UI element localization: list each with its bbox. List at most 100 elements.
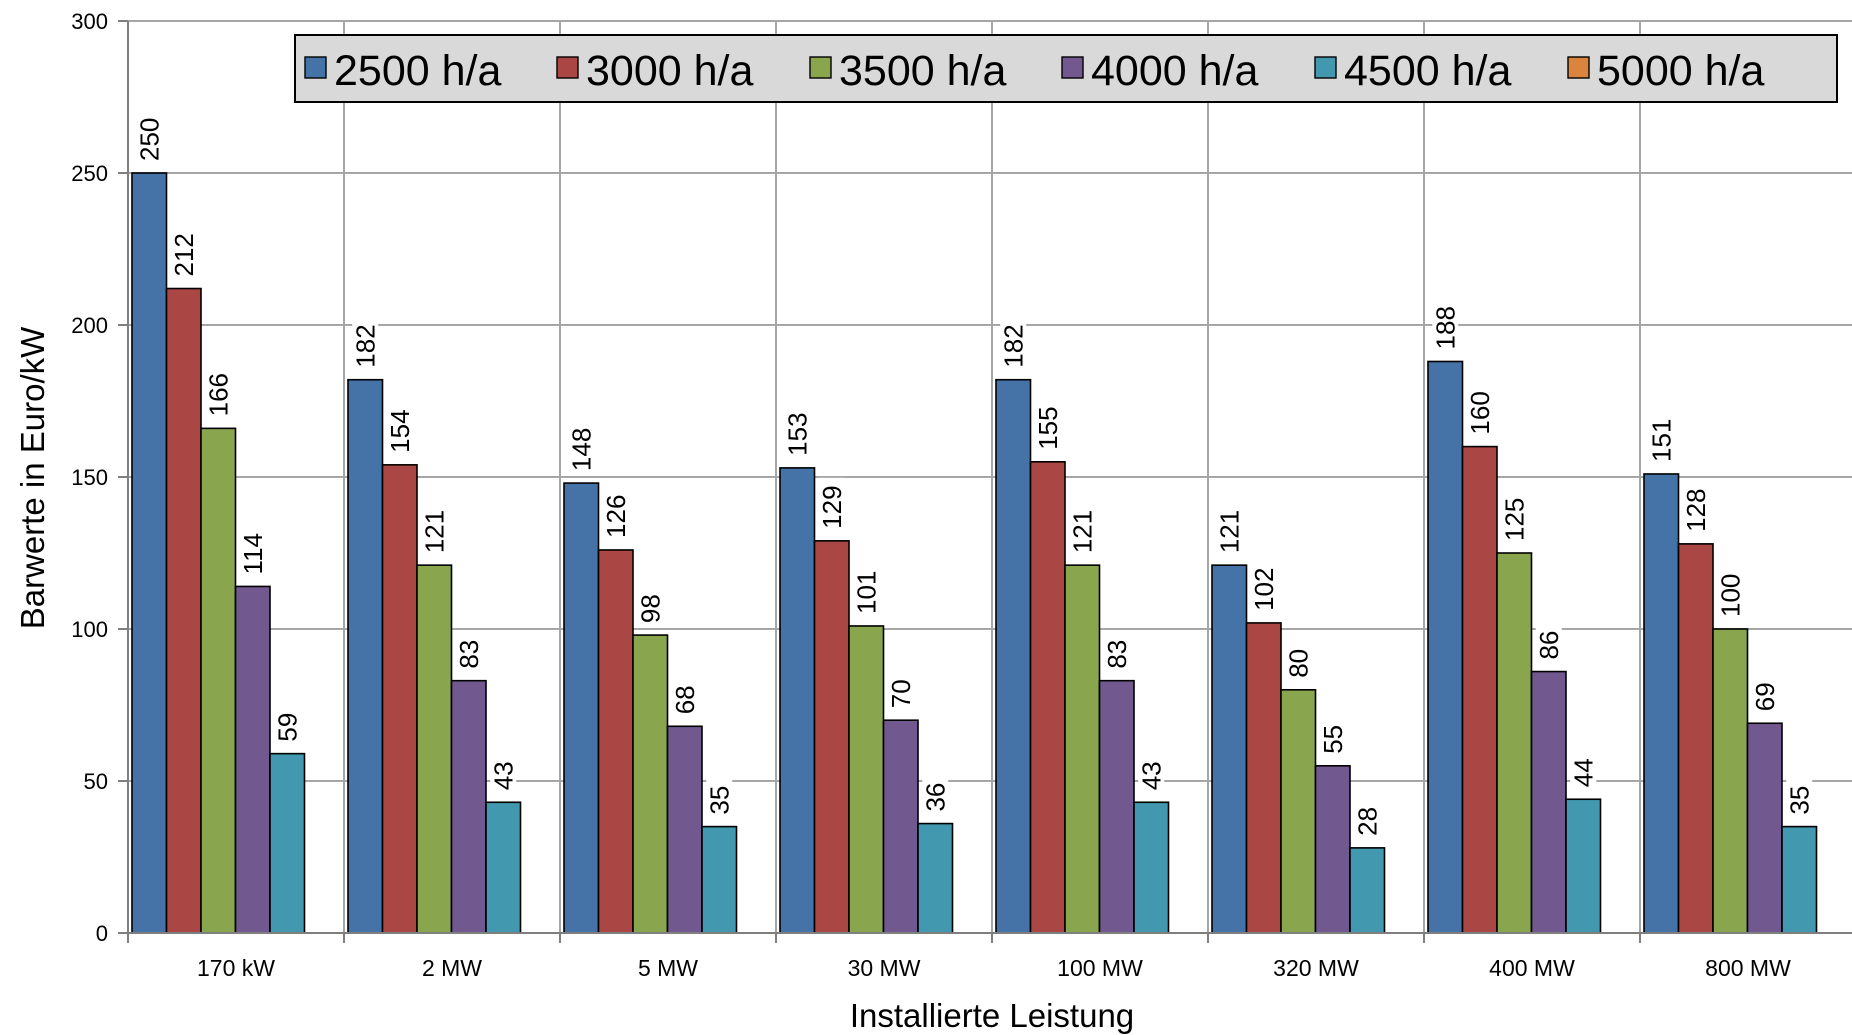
data-label-bg — [784, 404, 811, 459]
data-labels: 250 182 148 153 182 121 188 151 212 154 126 129 155 1… — [134, 110, 1814, 839]
data-label: 125 — [1499, 498, 1529, 541]
legend-label: 4000 h/a — [1091, 47, 1258, 95]
y-tick-label: 0 — [96, 921, 108, 946]
data-label: 28 — [1352, 807, 1382, 836]
legend-label: 2500 h/a — [334, 47, 501, 95]
bar — [1427, 360, 1464, 934]
legend: 2500 h/a 3000 h/a 3500 h/a 4000 h/a 4500 h/a… — [294, 34, 1838, 103]
category-label: 100 MW — [1057, 955, 1143, 981]
bar — [666, 725, 703, 934]
data-label-bg — [1216, 502, 1243, 557]
bar — [131, 172, 168, 934]
bar — [1280, 688, 1317, 934]
data-label: 212 — [169, 233, 199, 276]
data-label-bg — [1535, 624, 1562, 663]
category-label: 5 MW — [638, 955, 698, 981]
data-label-bg — [1000, 316, 1027, 371]
bar — [1029, 460, 1066, 934]
data-label: 36 — [920, 783, 950, 812]
data-label: 151 — [1646, 419, 1676, 462]
bar — [563, 482, 600, 934]
data-label: 154 — [385, 409, 415, 452]
data-label: 250 — [134, 118, 164, 161]
data-label: 43 — [1136, 761, 1166, 790]
data-label-bg — [1354, 800, 1381, 839]
grid-lines — [127, 20, 1852, 934]
legend-swatch — [556, 56, 579, 79]
y-tick-label: 250 — [71, 161, 108, 186]
data-label-bg — [1250, 559, 1277, 614]
data-label: 121 — [1214, 510, 1244, 553]
bar — [1565, 798, 1602, 934]
y-tick-label: 150 — [71, 465, 108, 490]
data-label: 70 — [886, 679, 916, 708]
x-axis-title: Installierte Leistung — [850, 997, 1134, 1034]
bar — [1064, 564, 1101, 934]
bar — [1245, 622, 1282, 934]
data-label-bg — [568, 420, 595, 475]
data-label: 100 — [1715, 574, 1745, 617]
data-label-bg — [136, 110, 163, 164]
bar — [1314, 764, 1351, 934]
bar — [450, 679, 487, 934]
legend-label: 5000 h/a — [1597, 47, 1764, 95]
data-label-bg — [455, 633, 482, 672]
data-label: 102 — [1249, 568, 1279, 611]
data-label-bg — [386, 401, 413, 456]
y-tick-label: 100 — [71, 617, 108, 642]
legend-label: 3000 h/a — [586, 47, 753, 95]
data-label: 35 — [704, 786, 734, 815]
data-label: 98 — [635, 594, 665, 623]
category-label: 2 MW — [422, 955, 482, 981]
bar — [1211, 564, 1248, 934]
data-label: 86 — [1534, 631, 1564, 660]
data-label-bg — [922, 776, 949, 815]
data-label-bg — [170, 225, 197, 280]
data-label: 83 — [454, 640, 484, 669]
category-label: 400 MW — [1489, 955, 1575, 981]
data-label: 121 — [419, 510, 449, 553]
bar — [1643, 473, 1680, 934]
bars — [131, 172, 1818, 934]
data-label-bg — [205, 365, 232, 420]
data-label: 129 — [817, 485, 847, 528]
data-label-bg — [1466, 383, 1493, 438]
bar — [1133, 801, 1170, 934]
data-label-bg — [706, 779, 733, 818]
data-label-bg — [853, 562, 880, 617]
y-tick-label: 200 — [71, 313, 108, 338]
data-label-bg — [602, 486, 629, 541]
data-label: 166 — [203, 373, 233, 416]
bar — [632, 634, 669, 934]
legend-label: 3500 h/a — [839, 47, 1006, 95]
data-label-bg — [1751, 676, 1778, 715]
data-label-bg — [421, 502, 448, 557]
category-label: 170 kW — [197, 955, 275, 981]
bar — [200, 427, 237, 934]
data-label: 43 — [488, 761, 518, 790]
bar — [917, 822, 954, 934]
data-label-bg — [1432, 298, 1459, 353]
category-label: 320 MW — [1273, 955, 1359, 981]
bar — [848, 625, 885, 934]
bar — [165, 287, 202, 934]
bar — [269, 752, 306, 934]
data-label-bg — [1717, 566, 1744, 620]
data-label-bg — [1034, 398, 1061, 453]
data-label-bg — [637, 588, 664, 627]
bar — [234, 585, 271, 934]
data-label-bg — [1103, 633, 1130, 672]
y-tick-label: 300 — [71, 9, 108, 34]
data-label: 101 — [851, 571, 881, 614]
data-label: 68 — [670, 685, 700, 714]
data-label: 55 — [1318, 725, 1348, 754]
data-label: 69 — [1750, 682, 1780, 711]
bar — [347, 378, 384, 934]
bar — [1461, 445, 1498, 934]
data-label: 153 — [782, 412, 812, 455]
data-label-bg — [490, 755, 517, 794]
bar — [1496, 552, 1533, 934]
data-label: 128 — [1681, 488, 1711, 531]
data-label: 182 — [998, 324, 1028, 367]
